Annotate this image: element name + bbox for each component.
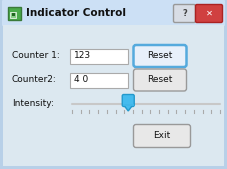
FancyBboxPatch shape	[133, 69, 187, 91]
FancyBboxPatch shape	[10, 12, 16, 18]
Polygon shape	[124, 105, 133, 111]
FancyBboxPatch shape	[70, 49, 128, 64]
FancyBboxPatch shape	[195, 5, 222, 22]
Text: Exit: Exit	[153, 131, 171, 140]
Text: 4 0: 4 0	[74, 76, 88, 84]
FancyBboxPatch shape	[70, 73, 128, 88]
Text: ✕: ✕	[205, 9, 212, 18]
FancyBboxPatch shape	[12, 13, 15, 16]
FancyBboxPatch shape	[173, 5, 195, 22]
Text: Intensity:: Intensity:	[12, 100, 54, 108]
Text: Reset: Reset	[147, 52, 173, 61]
FancyBboxPatch shape	[8, 7, 21, 20]
FancyBboxPatch shape	[133, 45, 187, 67]
Text: Counter 1:: Counter 1:	[12, 52, 60, 61]
Text: Indicator Control: Indicator Control	[26, 8, 126, 18]
FancyBboxPatch shape	[3, 25, 224, 166]
Text: Counter2:: Counter2:	[12, 76, 57, 84]
FancyBboxPatch shape	[133, 125, 190, 148]
Text: 123: 123	[74, 52, 91, 61]
Text: ?: ?	[182, 9, 187, 18]
Text: Reset: Reset	[147, 76, 173, 84]
FancyBboxPatch shape	[122, 94, 134, 106]
FancyBboxPatch shape	[2, 0, 225, 26]
